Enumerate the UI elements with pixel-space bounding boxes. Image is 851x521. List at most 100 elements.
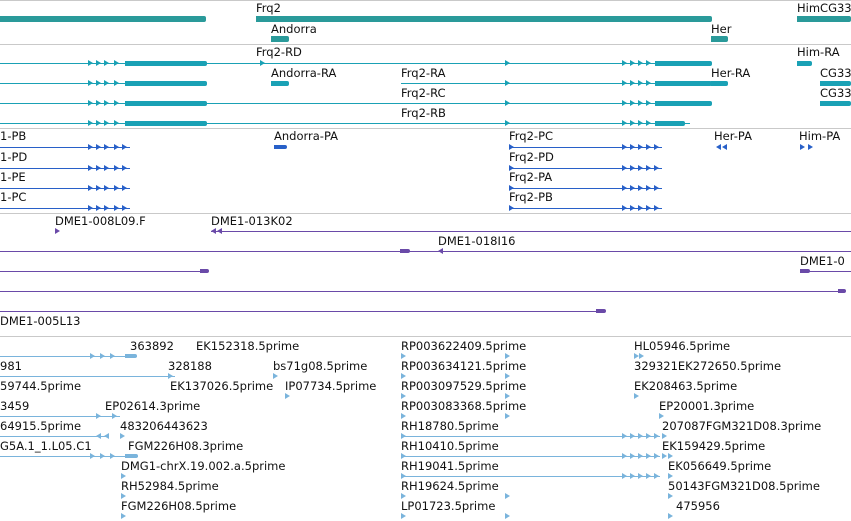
feature-label[interactable]: RP003083368.5prime bbox=[401, 399, 527, 413]
feature-label[interactable]: LP01723.5prime bbox=[401, 499, 496, 513]
exon-block bbox=[125, 354, 137, 358]
feature-line bbox=[509, 208, 662, 209]
feature-label[interactable]: Frq2-RD bbox=[256, 45, 302, 59]
feature-label[interactable]: RH18780.5prime bbox=[401, 419, 499, 433]
feature-label[interactable]: DME1-005L13 bbox=[0, 314, 81, 328]
exon-block bbox=[820, 81, 851, 86]
feature-line bbox=[0, 436, 108, 437]
exon-block bbox=[838, 289, 846, 293]
track-separator bbox=[0, 0, 851, 1]
feature-label[interactable]: 328188 bbox=[168, 359, 212, 373]
exon-block bbox=[820, 101, 851, 106]
track-separator bbox=[0, 44, 851, 45]
feature-label[interactable]: Her-RA bbox=[711, 66, 751, 80]
exon-block bbox=[200, 269, 209, 273]
exon-block bbox=[125, 121, 207, 126]
feature-line bbox=[0, 251, 851, 252]
feature-label[interactable]: Andorra-PA bbox=[274, 129, 339, 143]
feature-label[interactable]: Frq2-PA bbox=[509, 170, 553, 184]
feature-line bbox=[0, 103, 712, 104]
feature-label[interactable]: EP20001.3prime bbox=[659, 399, 755, 413]
exon-block bbox=[797, 16, 851, 22]
feature-label[interactable]: DMG1-chrX.19.002.a.5prime bbox=[121, 459, 286, 473]
feature-label[interactable]: bs71g08.5prime bbox=[273, 359, 368, 373]
feature-label[interactable]: 3459 bbox=[0, 399, 30, 413]
feature-label[interactable]: EK152318.5prime bbox=[196, 339, 300, 353]
feature-label[interactable]: CG33 bbox=[820, 86, 851, 100]
feature-label[interactable]: CG33 bbox=[820, 66, 851, 80]
feature-label[interactable]: RP003097529.5prime bbox=[401, 379, 527, 393]
feature-label[interactable]: DME1-008L09.F bbox=[55, 214, 146, 228]
feature-label[interactable]: RH10410.5prime bbox=[401, 439, 499, 453]
feature-label[interactable]: EK159429.5prime bbox=[662, 439, 766, 453]
feature-label[interactable]: Andorra bbox=[271, 22, 317, 36]
feature-label[interactable]: IP07734.5prime bbox=[285, 379, 377, 393]
track-separator bbox=[0, 213, 851, 214]
feature-label[interactable]: HL05946.5prime bbox=[634, 339, 731, 353]
exon-block bbox=[655, 81, 712, 86]
feature-label[interactable]: RP003622409.5prime bbox=[401, 339, 527, 353]
feature-label[interactable]: Frq2 bbox=[256, 1, 281, 15]
feature-label[interactable]: FGM226H08.5prime bbox=[121, 499, 237, 513]
feature-label[interactable]: EK137026.5prime bbox=[170, 379, 274, 393]
feature-label[interactable]: 59744.5prime bbox=[0, 379, 82, 393]
feature-label[interactable]: Her bbox=[711, 22, 732, 36]
feature-label[interactable]: Her-PA bbox=[714, 129, 752, 143]
feature-label[interactable]: 50143FGM321D08.5prime bbox=[668, 479, 820, 493]
feature-label[interactable]: 483206443623 bbox=[120, 419, 208, 433]
feature-label[interactable]: FGM226H08.3prime bbox=[128, 439, 244, 453]
feature-label[interactable]: G5A.1_1.L05.C1 bbox=[0, 439, 92, 453]
feature-label[interactable]: 363892 bbox=[130, 339, 174, 353]
feature-label[interactable]: DME1-013K02 bbox=[211, 214, 293, 228]
feature-label[interactable]: 64915.5prime bbox=[0, 419, 82, 433]
feature-label[interactable]: DME1-018I16 bbox=[438, 234, 516, 248]
feature-label[interactable]: Him-PA bbox=[799, 129, 841, 143]
feature-label[interactable]: Frq2-RA bbox=[401, 66, 446, 80]
feature-label[interactable]: Frq2-PD bbox=[509, 150, 554, 164]
exon-block bbox=[271, 36, 289, 42]
feature-line bbox=[0, 311, 605, 312]
feature-label[interactable]: Frq2-PB bbox=[509, 190, 553, 204]
exon-block bbox=[0, 16, 206, 22]
exon-block bbox=[800, 269, 810, 273]
feature-line bbox=[0, 147, 130, 148]
feature-line bbox=[0, 83, 207, 84]
feature-line bbox=[401, 83, 712, 84]
feature-label[interactable]: 1-PC bbox=[0, 190, 27, 204]
feature-line bbox=[0, 416, 120, 417]
feature-label[interactable]: RP003634121.5prime bbox=[401, 359, 527, 373]
feature-label[interactable]: Frq2-RC bbox=[401, 86, 446, 100]
exon-block bbox=[797, 61, 812, 66]
feature-label[interactable]: Frq2-PC bbox=[509, 129, 554, 143]
feature-label[interactable]: DME1-0 bbox=[800, 254, 845, 268]
feature-label[interactable]: 981 bbox=[0, 359, 22, 373]
feature-label[interactable]: RH19624.5prime bbox=[401, 479, 499, 493]
feature-label[interactable]: 1-PD bbox=[0, 150, 28, 164]
exon-block bbox=[711, 81, 728, 86]
exon-block bbox=[655, 101, 712, 106]
feature-line bbox=[509, 168, 662, 169]
exon-block bbox=[274, 145, 287, 149]
feature-label[interactable]: RH19041.5prime bbox=[401, 459, 499, 473]
feature-label[interactable]: Frq2-RB bbox=[401, 106, 446, 120]
feature-label[interactable]: 207087FGM321D08.3prime bbox=[662, 419, 822, 433]
feature-label[interactable]: EK056649.5prime bbox=[668, 459, 772, 473]
exon-block bbox=[400, 249, 410, 253]
feature-label[interactable]: Andorra-RA bbox=[271, 66, 337, 80]
feature-label[interactable]: 1-PE bbox=[0, 170, 26, 184]
feature-label[interactable]: 329321EK272650.5prime bbox=[634, 359, 782, 373]
exon-block bbox=[125, 81, 207, 86]
feature-label[interactable]: 1-PB bbox=[0, 129, 27, 143]
feature-line bbox=[0, 376, 175, 377]
feature-line bbox=[0, 356, 137, 357]
feature-label[interactable]: EP02614.3prime bbox=[105, 399, 201, 413]
feature-line bbox=[0, 271, 208, 272]
feature-label[interactable]: 475956 bbox=[676, 499, 720, 513]
feature-line bbox=[401, 436, 660, 437]
feature-label[interactable]: RH52984.5prime bbox=[121, 479, 219, 493]
feature-line bbox=[0, 168, 130, 169]
feature-label[interactable]: EK208463.5prime bbox=[634, 379, 738, 393]
feature-label[interactable]: Him-RA bbox=[797, 45, 840, 59]
feature-label[interactable]: HimCG33 bbox=[797, 1, 851, 15]
